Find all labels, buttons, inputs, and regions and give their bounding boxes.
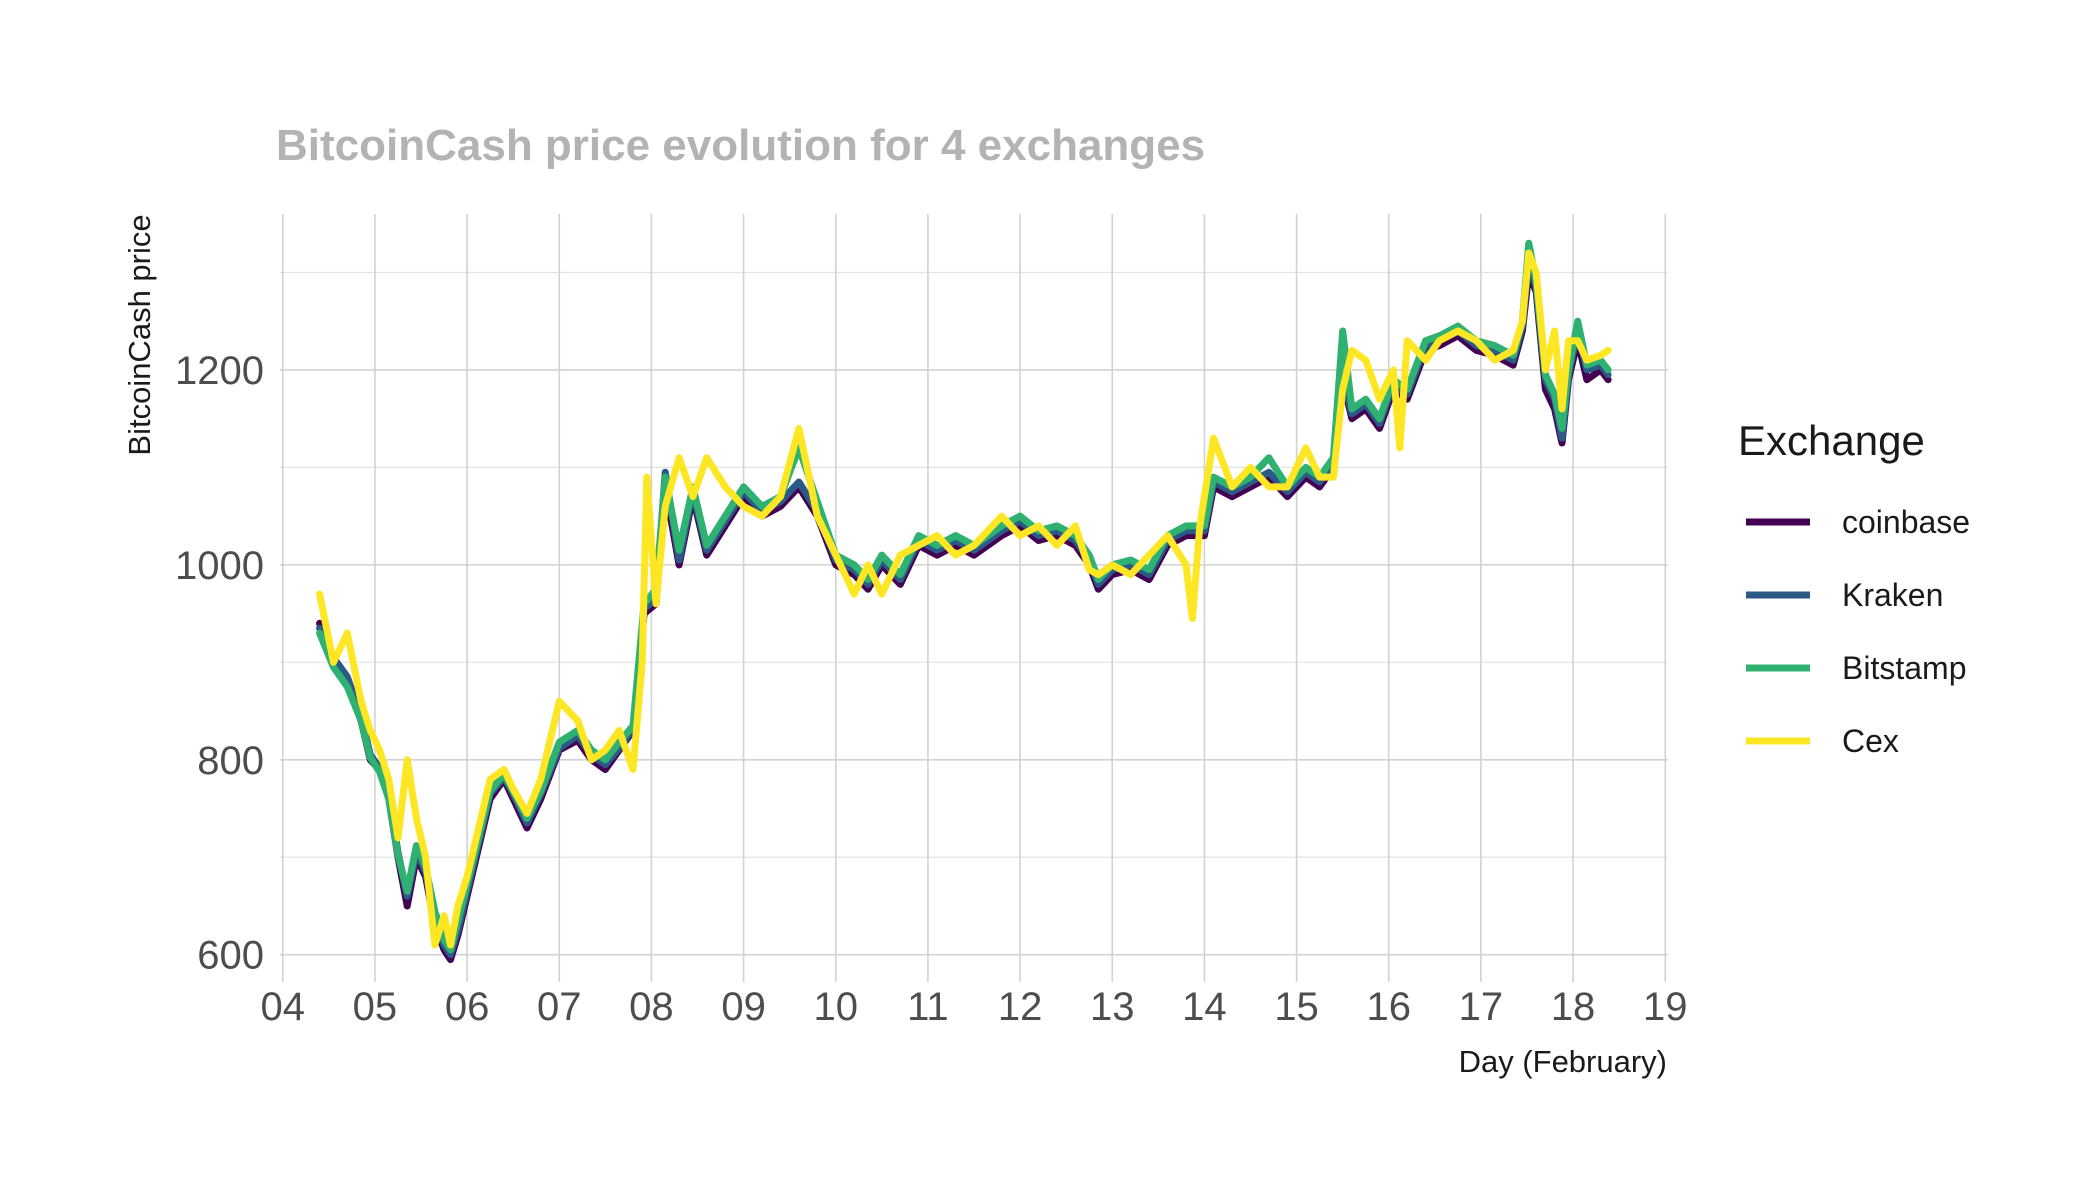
x-tick-label: 04 — [261, 985, 306, 1029]
x-tick-label: 10 — [814, 985, 859, 1029]
x-tick-label: 18 — [1551, 985, 1596, 1029]
x-tick-label: 17 — [1459, 985, 1504, 1029]
x-tick-label: 06 — [445, 985, 490, 1029]
legend-title: Exchange — [1738, 417, 1925, 464]
minor-gridlines — [280, 271, 1668, 858]
y-tick-label: 600 — [197, 934, 264, 978]
x-tick-label: 09 — [721, 985, 766, 1029]
x-tick-label: 12 — [998, 985, 1043, 1029]
x-tick-label: 14 — [1182, 985, 1227, 1029]
x-tick-label: 08 — [629, 985, 674, 1029]
x-tick-label: 11 — [907, 985, 949, 1029]
series-line-cex — [316, 249, 1612, 949]
x-tick-label: 19 — [1643, 985, 1688, 1029]
legend-label-cex: Cex — [1842, 723, 1899, 759]
x-tick-label: 15 — [1274, 985, 1319, 1029]
y-tick-label: 1200 — [175, 349, 264, 393]
legend-items: coinbase Kraken Bitstamp Cex — [1746, 504, 1970, 759]
x-axis-title: Day (February) — [1459, 1044, 1667, 1079]
x-tick-label: 07 — [537, 985, 582, 1029]
y-tick-label: 1000 — [175, 544, 264, 588]
series-lines — [316, 239, 1612, 964]
chart-title: BitcoinCash price evolution for 4 exchan… — [276, 121, 1205, 170]
y-axis-title: BitcoinCash price — [122, 214, 157, 455]
legend-label-coinbase: coinbase — [1842, 504, 1970, 540]
x-axis-ticks: 04 05 06 07 08 09 10 11 12 13 14 15 16 17 18 19 — [261, 985, 1688, 1029]
legend-label-kraken: Kraken — [1842, 577, 1943, 613]
y-axis-ticks: 600 800 1000 1200 — [175, 349, 264, 978]
x-tick-label: 05 — [353, 985, 398, 1029]
x-tick-label: 13 — [1090, 985, 1135, 1029]
x-tick-label: 16 — [1366, 985, 1411, 1029]
legend: Exchange coinbase Kraken Bitstamp Cex — [1738, 417, 1970, 759]
y-tick-label: 800 — [197, 739, 264, 783]
legend-label-bitstamp: Bitstamp — [1842, 650, 1966, 686]
